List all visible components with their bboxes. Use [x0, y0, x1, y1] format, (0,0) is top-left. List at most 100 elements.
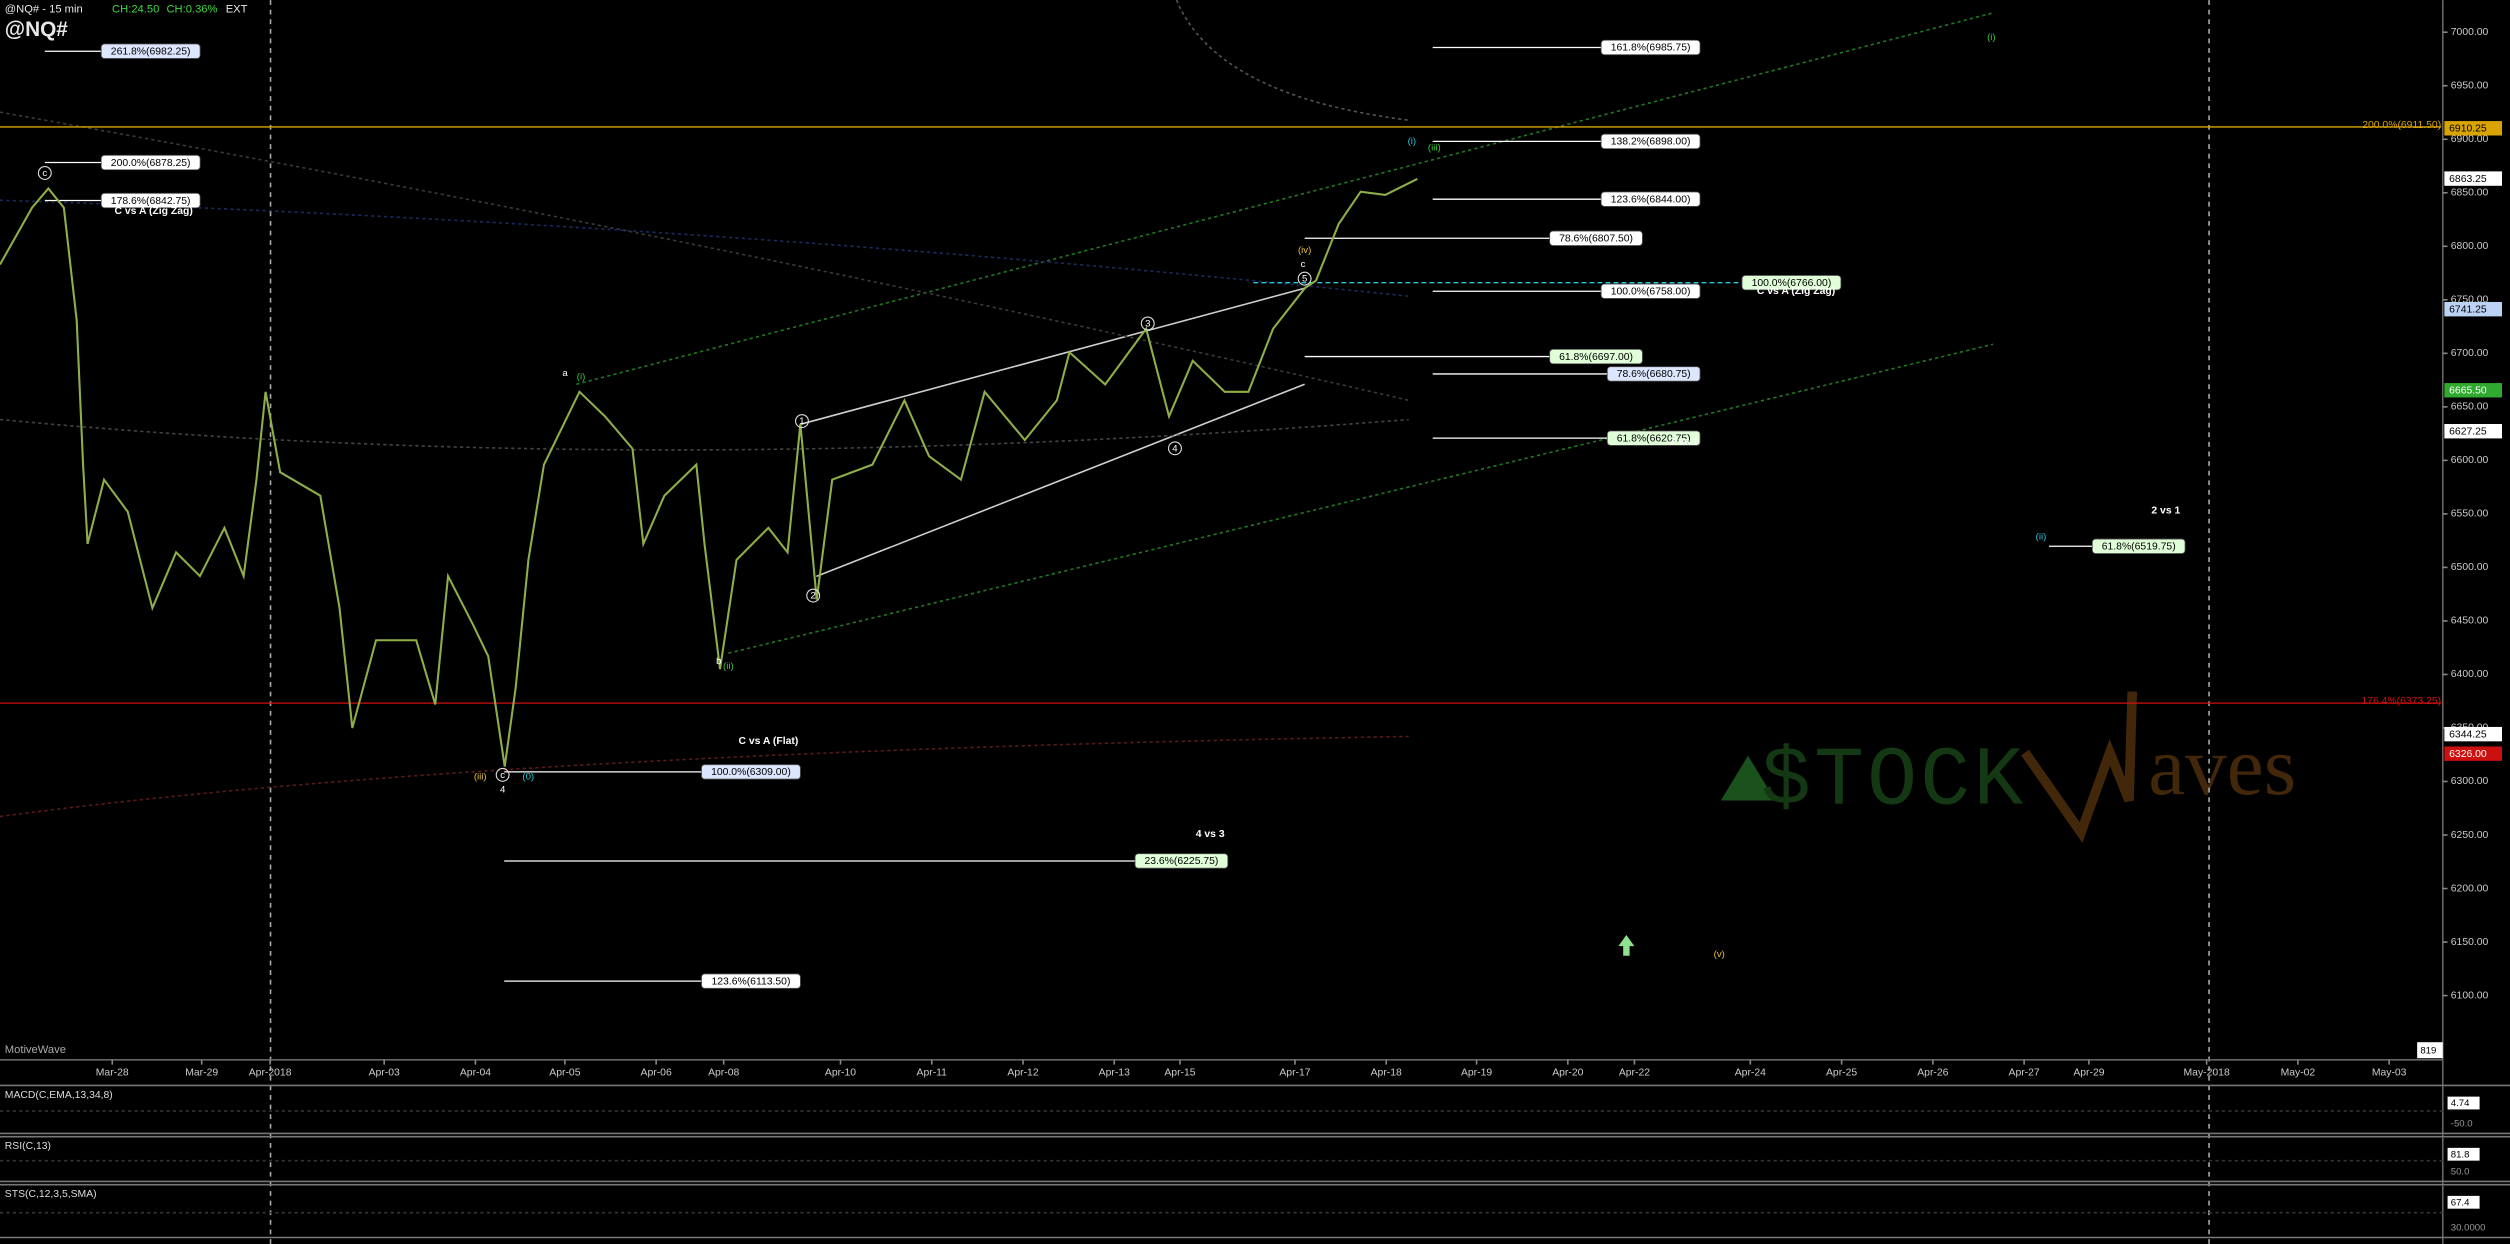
fib-label-box: [1549, 230, 1643, 246]
x-tick-label: Apr-25: [1826, 1067, 1857, 1078]
wave-label: (ii): [723, 661, 734, 672]
y-tick-label: 6150.00: [2451, 937, 2489, 948]
change: CH:24.50: [112, 4, 159, 16]
fib-label-box: [1600, 191, 1701, 207]
guide-line: [0, 199, 1409, 298]
x-tick-label: Apr-08: [708, 1067, 739, 1078]
wave-label: a: [562, 368, 568, 379]
x-tick-label: May-2018: [2184, 1067, 2230, 1078]
y-tick-label: 6200.00: [2451, 883, 2489, 894]
x-tick-label: Apr-15: [1164, 1067, 1195, 1078]
fib-label: 61.8%(6697.00): [1559, 352, 1633, 363]
wave-label: c: [42, 168, 47, 179]
annotation: C vs A (Flat): [738, 736, 798, 747]
guide-line: [0, 735, 1409, 818]
fib-label: 123.6%(6113.50): [711, 976, 790, 987]
panel-level: 50.0: [2451, 1166, 2470, 1177]
wave-label: 3: [1145, 318, 1150, 329]
fib-label-box: [1134, 853, 1229, 869]
price-tag-label: 6863.25: [2449, 174, 2487, 185]
fib-label-box: [100, 43, 201, 59]
wave-label: (v): [1714, 949, 1725, 960]
x-tick-label: Apr-13: [1099, 1067, 1130, 1078]
panel-level: -50.0: [2451, 1118, 2473, 1129]
x-tick-label: Apr-10: [825, 1067, 856, 1078]
panel-value: 4.74: [2451, 1098, 2470, 1109]
wave-label: (iv): [1298, 245, 1311, 256]
annotation: C vs A (Zig Zag): [1757, 286, 1835, 297]
price-tag-label: 6627.25: [2449, 426, 2487, 437]
fib-label-box: [701, 973, 801, 989]
channel-line: [576, 12, 1994, 386]
fib-label: 100.0%(6758.00): [1611, 286, 1691, 297]
price-line: [0, 177, 1418, 767]
y-tick-label: 6300.00: [2451, 776, 2489, 787]
guide-line: [0, 111, 1409, 402]
wedge-line: [800, 287, 1305, 426]
y-tick-label: 6100.00: [2451, 990, 2489, 1001]
panel-value-box: [2447, 1096, 2480, 1110]
wedge-line: [816, 383, 1305, 578]
fib-label: 78.6%(6680.75): [1617, 369, 1691, 380]
change-pct: CH:0.36%: [166, 4, 217, 16]
fib-label: 176.4%(6373.25): [2361, 696, 2441, 707]
wave-label: b: [716, 656, 721, 667]
x-tick-label: Apr-20: [1552, 1067, 1583, 1078]
x-tick-label: Apr-17: [1279, 1067, 1310, 1078]
fib-label: 100.0%(6309.00): [711, 767, 791, 778]
fib-label-box: [100, 192, 201, 209]
symbol-info: @NQ# - 15 min: [5, 4, 83, 16]
y-tick-label: 6400.00: [2451, 669, 2489, 680]
annotation: C vs A (Zig Zag): [115, 206, 193, 217]
fib-label: 61.8%(6620.75): [1617, 433, 1691, 444]
wave-circle: [795, 414, 809, 429]
x-tick-label: Apr-29: [2073, 1067, 2104, 1078]
fib-label-box: [1549, 348, 1643, 365]
panel-value: 67.4: [2451, 1197, 2470, 1208]
watermark-right: aves: [2148, 721, 2296, 813]
price-tag: [2444, 383, 2502, 398]
brand: MotiveWave: [5, 1044, 66, 1056]
channel-line: [728, 343, 1994, 654]
wave-label: (i): [577, 371, 586, 382]
trend-lines: [0, 0, 2210, 1244]
wave-label: (i): [1987, 32, 1996, 43]
y-tick-label: 6450.00: [2451, 616, 2489, 627]
y-tick-label: 6800.00: [2451, 241, 2489, 252]
x-tick-label: Apr-24: [1735, 1067, 1766, 1078]
panel-title: MACD(C,EMA,13,34,8): [5, 1090, 113, 1101]
x-tick-label: Apr-26: [1917, 1067, 1948, 1078]
wave-label: (iii): [474, 771, 487, 782]
wave-circle: [1297, 271, 1312, 286]
price-tag-label: 6910.25: [2449, 124, 2487, 135]
x-tick-label: Apr-19: [1461, 1067, 1492, 1078]
wave-label: (iii): [1428, 142, 1441, 153]
x-tick-label: Apr-22: [1619, 1067, 1650, 1078]
wave-label: 5: [1302, 274, 1307, 285]
x-tick-label: Mar-29: [185, 1067, 218, 1078]
fib-label-box: [2091, 538, 2186, 554]
price-tag: [2444, 424, 2502, 439]
price-tag-label: 6344.25: [2449, 729, 2487, 740]
fib-label-box: [1606, 366, 1701, 382]
watermark: $TOCK aves: [1720, 691, 2296, 843]
panel-title: STS(C,12,3,5,SMA): [5, 1189, 97, 1200]
price-tag: [2444, 171, 2502, 186]
fib-label-box: [1600, 283, 1701, 299]
y-tick-label: 6950.00: [2451, 80, 2489, 91]
fib-label: 78.6%(6807.50): [1559, 233, 1633, 244]
y-tick-label: 6650.00: [2451, 402, 2489, 413]
fib-label-box: [100, 154, 201, 171]
x-tick-label: Apr-11: [917, 1067, 948, 1078]
fib-label: 261.8%(6982.25): [111, 46, 191, 57]
wave-label: (0): [522, 771, 534, 782]
up-arrow: [1618, 934, 1635, 956]
y-tick-label: 6700.00: [2451, 348, 2489, 359]
price-tag: [2444, 746, 2502, 761]
panel-value-box: [2447, 1147, 2480, 1161]
y-tick-label: 6500.00: [2451, 562, 2489, 573]
wave-label: 4: [500, 784, 506, 795]
volume-tag: [2417, 1042, 2443, 1059]
